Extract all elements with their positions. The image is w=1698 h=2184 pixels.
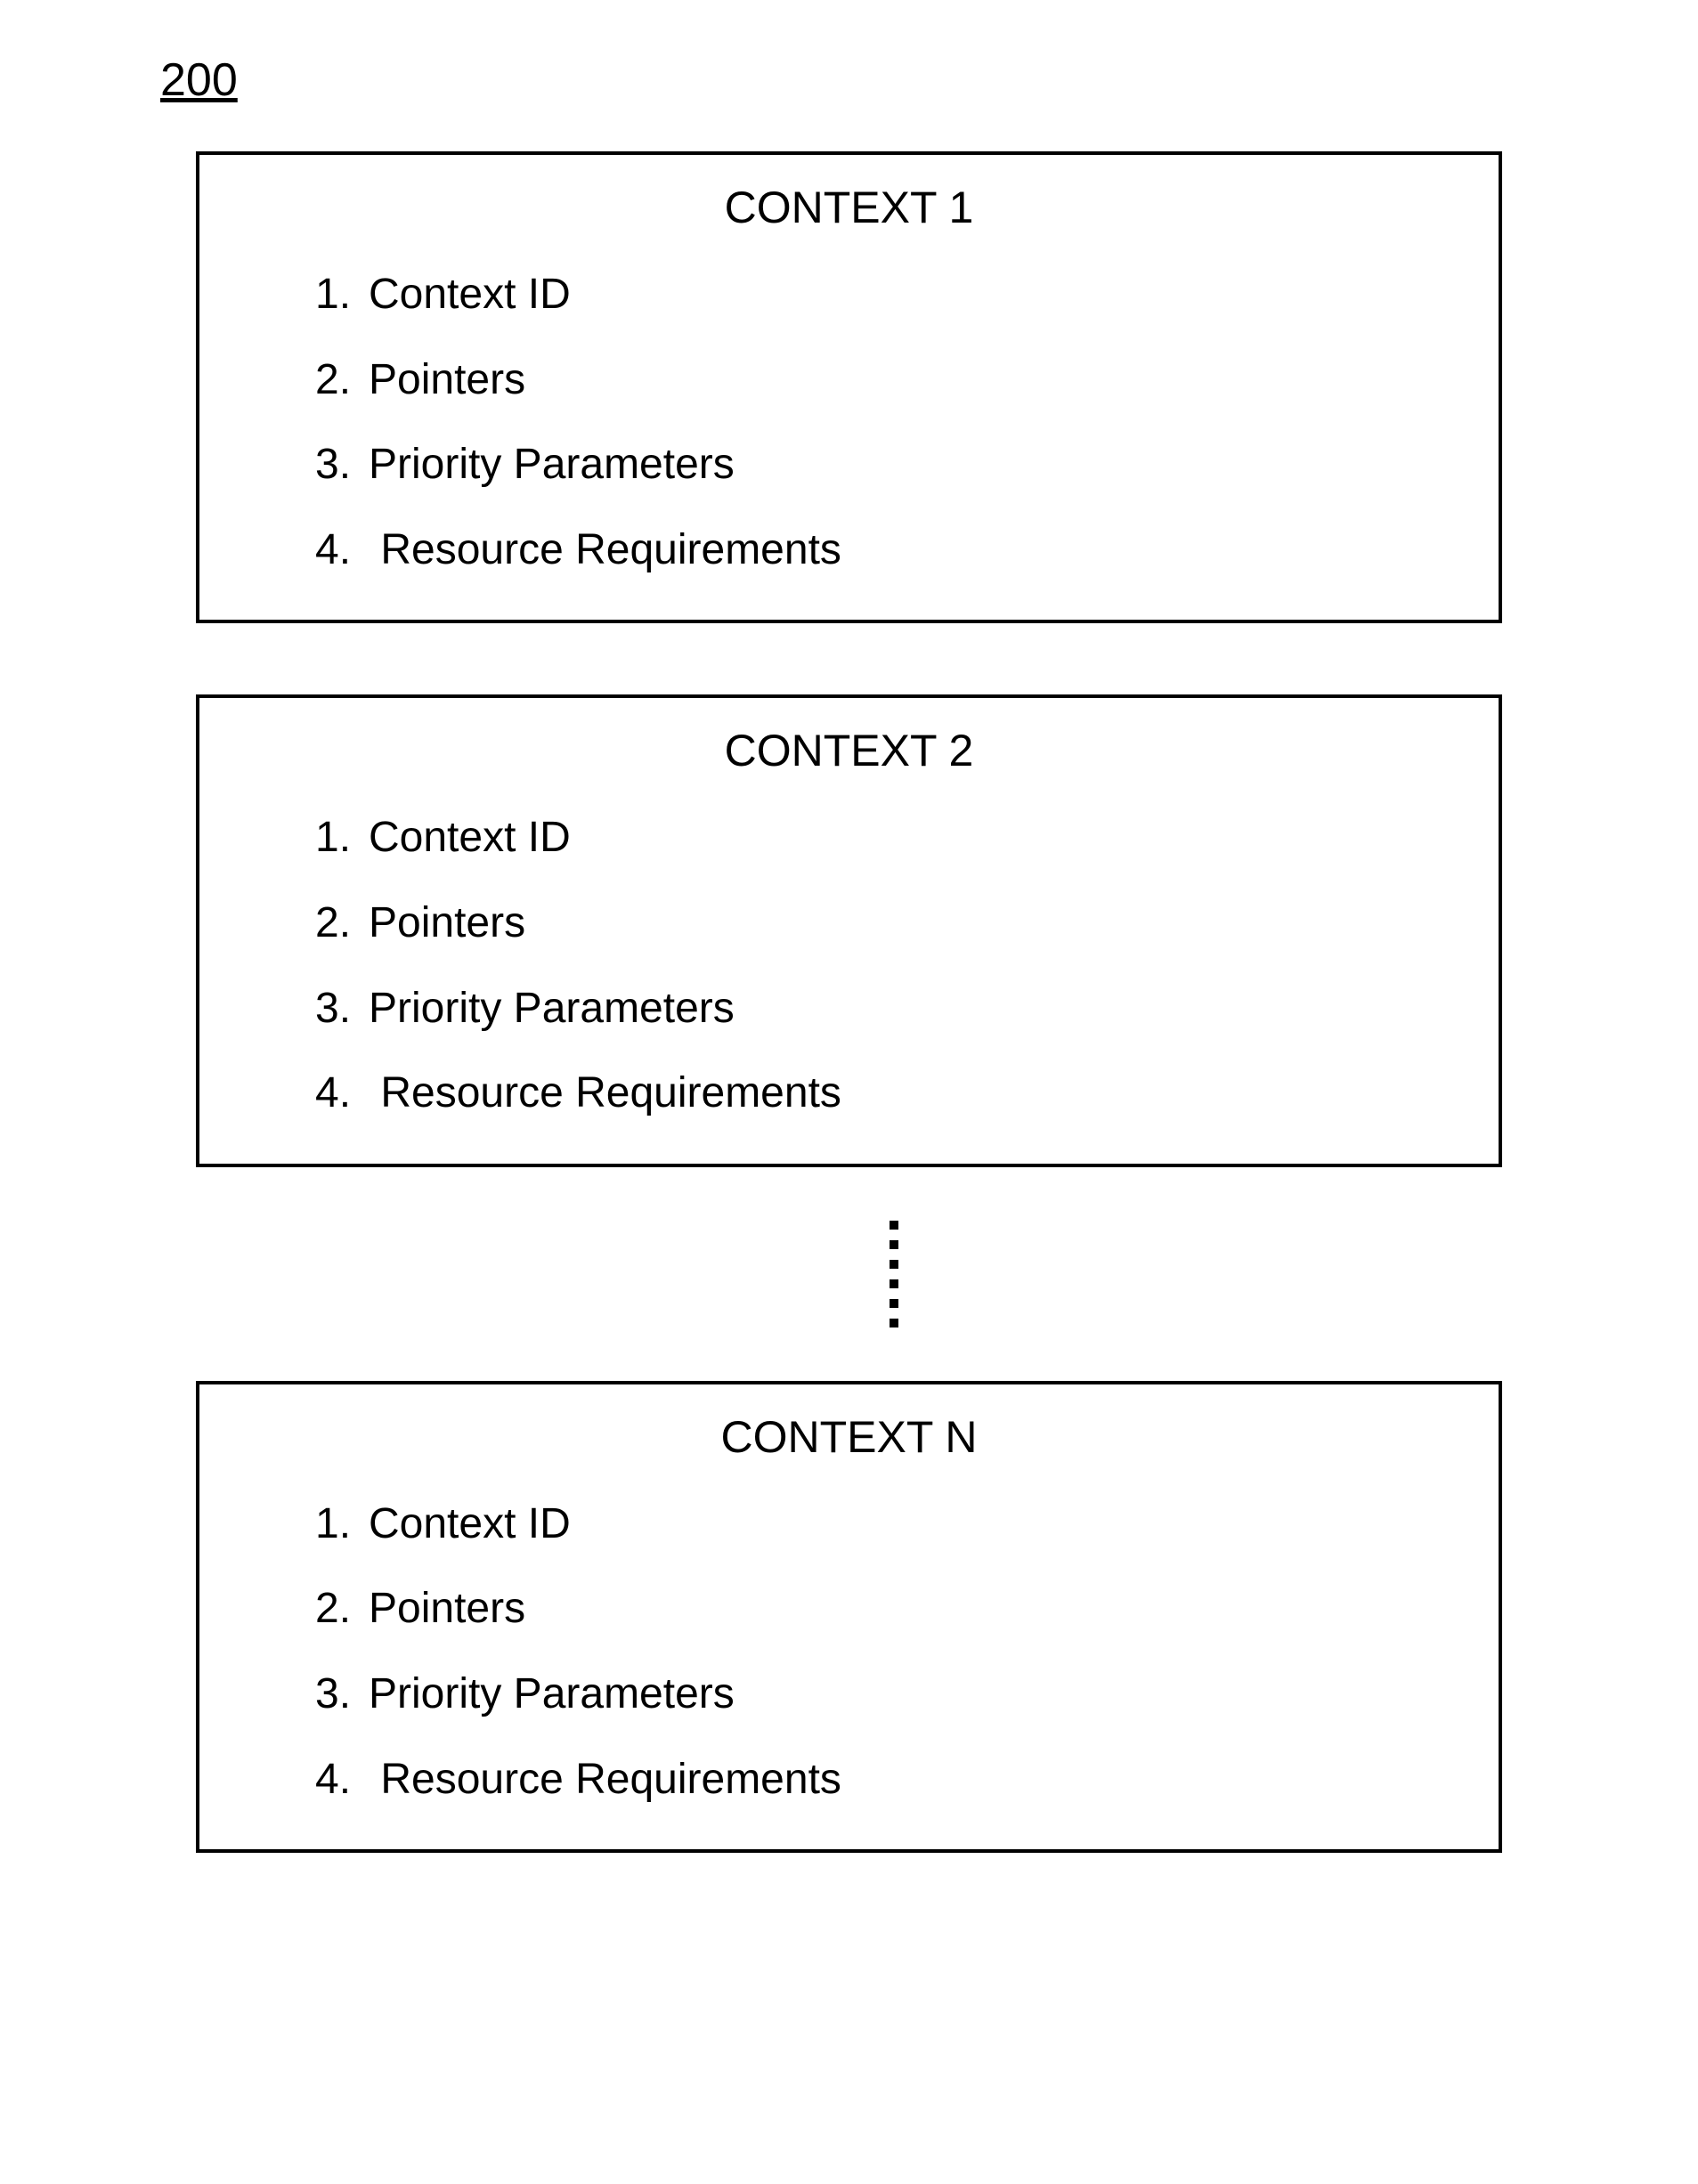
list-text: Resource Requirements — [369, 1069, 841, 1116]
list-text: Pointers — [369, 356, 525, 403]
context-box-2: CONTEXT 2 1.Context ID 2.Pointers 3.Prio… — [196, 694, 1502, 1166]
list-number: 3. — [315, 439, 369, 491]
list-item: 4. Resource Requirements — [315, 524, 1454, 576]
context-list: 1.Context ID 2.Pointers 3.Priority Param… — [244, 812, 1454, 1118]
list-number: 3. — [315, 1668, 369, 1720]
list-text: Context ID — [369, 271, 571, 318]
dot-icon — [890, 1299, 898, 1308]
list-text: Context ID — [369, 1500, 571, 1547]
list-item: 2.Pointers — [315, 354, 1454, 406]
list-number: 4. — [315, 1068, 369, 1119]
ellipsis-dots — [107, 1221, 1591, 1327]
list-number: 3. — [315, 983, 369, 1035]
context-list: 1.Context ID 2.Pointers 3.Priority Param… — [244, 269, 1454, 575]
list-item: 1.Context ID — [315, 812, 1454, 864]
dot-icon — [890, 1221, 898, 1230]
list-text: Priority Parameters — [369, 441, 735, 488]
list-item: 2.Pointers — [315, 1583, 1454, 1635]
list-item: 1.Context ID — [315, 269, 1454, 321]
context-box-n: CONTEXT N 1.Context ID 2.Pointers 3.Prio… — [196, 1381, 1502, 1853]
dot-icon — [890, 1319, 898, 1327]
list-item: 4. Resource Requirements — [315, 1754, 1454, 1806]
list-item: 3.Priority Parameters — [315, 439, 1454, 491]
list-number: 4. — [315, 524, 369, 576]
list-item: 1.Context ID — [315, 1498, 1454, 1550]
list-number: 2. — [315, 354, 369, 406]
list-text: Pointers — [369, 899, 525, 946]
spacer — [107, 623, 1591, 694]
list-text: Context ID — [369, 814, 571, 861]
list-item: 3.Priority Parameters — [315, 1668, 1454, 1720]
list-number: 1. — [315, 812, 369, 864]
list-text: Priority Parameters — [369, 985, 735, 1032]
list-number: 1. — [315, 269, 369, 321]
dot-icon — [890, 1260, 898, 1269]
list-item: 2.Pointers — [315, 897, 1454, 949]
context-title: CONTEXT 1 — [244, 182, 1454, 233]
list-text: Pointers — [369, 1585, 525, 1632]
list-item: 4. Resource Requirements — [315, 1068, 1454, 1119]
list-text: Priority Parameters — [369, 1670, 735, 1717]
list-number: 4. — [315, 1754, 369, 1806]
list-item: 3.Priority Parameters — [315, 983, 1454, 1035]
context-list: 1.Context ID 2.Pointers 3.Priority Param… — [244, 1498, 1454, 1805]
dot-icon — [890, 1240, 898, 1249]
list-text: Resource Requirements — [369, 1756, 841, 1803]
context-title: CONTEXT 2 — [244, 725, 1454, 776]
figure-number: 200 — [160, 53, 1591, 107]
list-number: 1. — [315, 1498, 369, 1550]
list-number: 2. — [315, 1583, 369, 1635]
context-box-1: CONTEXT 1 1.Context ID 2.Pointers 3.Prio… — [196, 151, 1502, 623]
context-title: CONTEXT N — [244, 1411, 1454, 1463]
dot-icon — [890, 1279, 898, 1288]
list-text: Resource Requirements — [369, 526, 841, 573]
list-number: 2. — [315, 897, 369, 949]
